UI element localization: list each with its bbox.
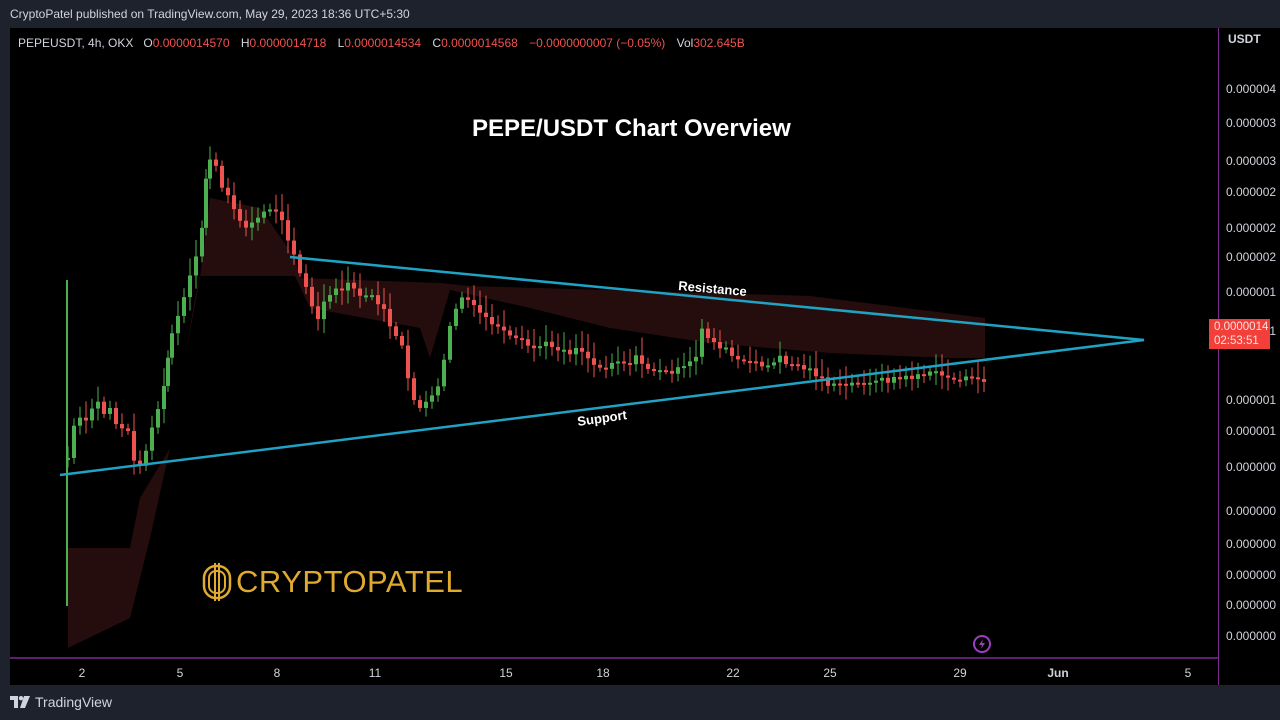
y-tick: 0.000001 bbox=[1226, 393, 1277, 407]
chart-title: PEPE/USDT Chart Overview bbox=[472, 115, 791, 142]
y-tick: 0.000004 bbox=[1226, 82, 1277, 96]
y-tick: 0.000000 bbox=[1226, 629, 1277, 643]
y-tick: 0.000003 bbox=[1226, 154, 1277, 168]
y-tick: 0.000001 bbox=[1226, 424, 1277, 438]
y-tick: 0.000003 bbox=[1226, 116, 1277, 130]
legend-open: 0.0000014570 bbox=[152, 36, 230, 50]
support-label: Support bbox=[576, 407, 628, 429]
publisher-bar: CryptoPatel published on TradingView.com… bbox=[0, 0, 1280, 28]
legend-low: 0.0000014534 bbox=[344, 36, 422, 50]
x-tick: 18 bbox=[596, 666, 610, 680]
y-tick: 0.000000 bbox=[1226, 460, 1277, 474]
watermark-text: CRYPTOPATEL bbox=[236, 564, 464, 599]
price-axis-unit: USDT bbox=[1228, 32, 1261, 46]
footer-bar: TradingView bbox=[0, 685, 1280, 720]
x-tick: 2 bbox=[78, 666, 86, 680]
cryptopatel-logo-icon bbox=[202, 563, 232, 601]
y-tick: 0.000002 bbox=[1226, 185, 1277, 199]
x-tick: 29 bbox=[953, 666, 967, 680]
published-text: CryptoPatel published on TradingView.com… bbox=[10, 7, 410, 21]
legend-close: 0.0000014568 bbox=[441, 36, 518, 50]
lightning-event-icon[interactable] bbox=[973, 635, 991, 653]
x-tick: 15 bbox=[499, 666, 513, 680]
y-tick: 0.000000 bbox=[1226, 537, 1277, 551]
y-tick: 0.000002 bbox=[1226, 221, 1277, 235]
x-tick: 5 bbox=[1184, 666, 1192, 680]
time-axis[interactable]: 2 5 8 11 15 18 22 25 29 Jun 5 bbox=[10, 657, 1218, 687]
x-tick: 8 bbox=[273, 666, 281, 680]
tradingview-logo[interactable]: TradingView bbox=[10, 694, 112, 710]
y-tick: 0.000002 bbox=[1226, 250, 1277, 264]
x-tick: 25 bbox=[823, 666, 837, 680]
candlestick-plot[interactable]: Resistance Support bbox=[10, 28, 1218, 657]
footer-brand: TradingView bbox=[35, 694, 113, 710]
ohlc-legend: PEPEUSDT, 4h, OKX O0.0000014570 H0.00000… bbox=[18, 36, 745, 50]
tradingview-logo-icon bbox=[10, 696, 30, 708]
x-tick: 22 bbox=[726, 666, 740, 680]
y-tick: 0.000000 bbox=[1226, 504, 1277, 518]
chart-area[interactable]: Resistance Support PEPEUSDT, 4h, OKX O0.0… bbox=[10, 28, 1280, 685]
x-tick-month: Jun bbox=[1047, 666, 1069, 680]
legend-change: −0.0000000007 (−0.05%) bbox=[529, 36, 666, 50]
y-tick: 0.000000 bbox=[1226, 568, 1277, 582]
x-tick: 11 bbox=[368, 666, 382, 680]
legend-volume: 302.645B bbox=[693, 36, 745, 50]
legend-high: 0.0000014718 bbox=[249, 36, 327, 50]
price-axis[interactable]: USDT 0.000004 0.000003 0.000003 0.000002… bbox=[1218, 28, 1280, 685]
last-price: 0.0000014 bbox=[1214, 321, 1269, 333]
cryptopatel-watermark: CRYPTOPATEL bbox=[202, 562, 463, 602]
resistance-label: Resistance bbox=[678, 278, 748, 299]
y-tick: 0.000000 bbox=[1226, 598, 1277, 612]
last-price-tag: 0.0000014 02:53:51 bbox=[1209, 319, 1270, 349]
x-tick: 5 bbox=[176, 666, 184, 680]
legend-symbol: PEPEUSDT, 4h, OKX bbox=[18, 36, 134, 50]
y-tick: 0.000001 bbox=[1226, 285, 1277, 299]
bar-countdown: 02:53:51 bbox=[1214, 335, 1259, 347]
